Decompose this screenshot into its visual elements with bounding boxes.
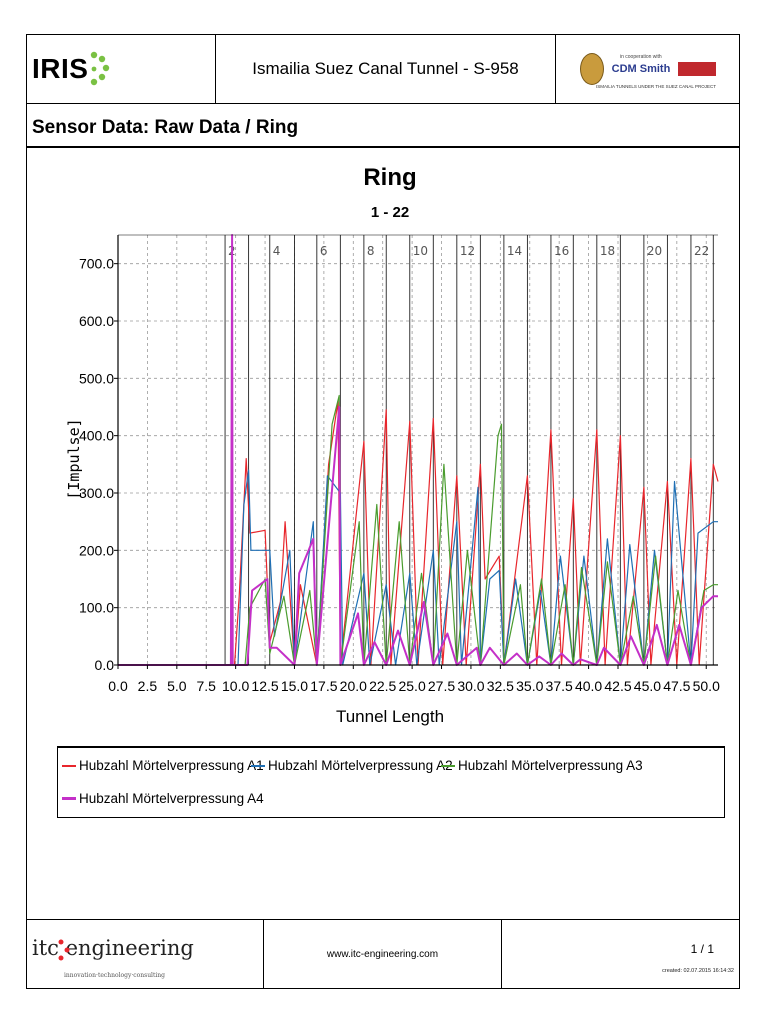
series-line-a4 — [118, 234, 718, 666]
legend-swatch-a3 — [441, 764, 455, 767]
iris-logo: IRIS — [26, 34, 216, 103]
x-tick-label: 42.5 — [604, 678, 631, 694]
itc-logo-text: itc engineering — [32, 936, 194, 961]
ring-label: 22 — [694, 244, 709, 258]
chart-axes: 0.0 100.0 200.0 300.0 400.0 500.0 600.0 700.0 0.… — [79, 234, 720, 694]
x-axis-label: Tunnel Length — [335, 707, 445, 726]
chart-subtitle: 1 - 22 — [370, 204, 410, 221]
legend-label-a3: Hubzahl Mörtelverpressung A3 — [458, 758, 643, 773]
x-tick-label: 20.0 — [340, 678, 367, 694]
project-caption: ISMAILIA TUNNELS UNDER THE SUEZ CANAL PR… — [596, 84, 716, 89]
x-tick-label: 50.0 — [693, 678, 720, 694]
x-tick-label: 37.5 — [546, 678, 573, 694]
x-tick-label: 27.5 — [428, 678, 455, 694]
ring-markers: 2 4 6 8 10 12 14 16 18 20 22 — [224, 235, 714, 665]
legend-swatch-a4 — [62, 797, 76, 800]
section-title: Sensor Data: Raw Data / Ring — [26, 104, 740, 148]
company-url[interactable]: www.itc-engineering.com — [264, 920, 502, 989]
x-tick-label: 17.5 — [310, 678, 337, 694]
legend-label-a4: Hubzahl Mörtelverpressung A4 — [79, 791, 264, 806]
y-tick-label: 600.0 — [79, 313, 114, 329]
partner-logos: CDM Smith in cooperation with ISMAILIA T… — [556, 34, 740, 103]
report-header: IRIS Ismailia Suez Canal Tunnel - S-958 … — [26, 34, 740, 104]
x-tick-label: 0.0 — [108, 678, 128, 694]
chart-title: Ring — [363, 164, 417, 191]
ring-label: 18 — [600, 244, 615, 258]
itc-logo: itc engineering innovation·technology·co… — [26, 920, 264, 989]
created-timestamp: created: 02.07.2015 16:14:32 — [662, 968, 734, 974]
legend-item-a1: Hubzahl Mörtelverpressung A1 — [62, 758, 264, 773]
series-line-a2 — [118, 469, 718, 666]
page-frame — [26, 34, 740, 989]
page-number: 1 / 1 — [690, 942, 714, 956]
partner-flag-logo — [678, 61, 717, 76]
ring-label: 4 — [273, 244, 281, 258]
legend-item-a4: Hubzahl Mörtelverpressung A4 — [62, 791, 264, 806]
series-line-a3 — [118, 394, 718, 666]
iris-dots-icon — [91, 51, 110, 85]
ring-label: 12 — [460, 244, 475, 258]
legend-swatch-a1 — [62, 764, 76, 767]
ring-label: 20 — [647, 244, 662, 258]
x-tick-label: 12.5 — [251, 678, 278, 694]
iris-logo-text: IRIS — [32, 52, 89, 84]
report-footer: itc engineering innovation·technology·co… — [26, 919, 740, 989]
cdm-smith-logo: CDM Smith — [611, 62, 671, 75]
itc-tagline: innovation·technology·consulting — [64, 972, 166, 979]
y-tick-label: 0.0 — [95, 657, 115, 673]
y-tick-label: 300.0 — [79, 485, 114, 501]
series-line-a1 — [118, 400, 719, 666]
ring-label: 16 — [554, 244, 569, 258]
x-tick-label: 47.5 — [663, 678, 690, 694]
ring-label: 14 — [507, 244, 522, 258]
x-tick-label: 25.0 — [398, 678, 425, 694]
chart-legend: Hubzahl Mörtelverpressung A1 Hubzahl Mör… — [57, 746, 725, 818]
y-tick-label: 500.0 — [79, 370, 114, 386]
x-tick-label: 35.0 — [516, 678, 543, 694]
x-tick-label: 5.0 — [167, 678, 187, 694]
x-tick-label: 45.0 — [634, 678, 661, 694]
y-tick-label: 200.0 — [79, 542, 114, 558]
y-tick-label: 100.0 — [79, 600, 114, 616]
x-tick-label: 30.0 — [457, 678, 484, 694]
x-tick-label: 2.5 — [138, 678, 158, 694]
x-tick-label: 10.0 — [222, 678, 249, 694]
legend-item-a3: Hubzahl Mörtelverpressung A3 — [441, 758, 643, 773]
page-info: 1 / 1 created: 02.07.2015 16:14:32 — [502, 920, 740, 989]
x-tick-label: 32.5 — [487, 678, 514, 694]
y-tick-label: 400.0 — [79, 428, 114, 444]
legend-swatch-a2 — [251, 764, 265, 767]
egypt-seal-icon — [579, 52, 604, 85]
cooperation-text: in cooperation with — [620, 54, 662, 60]
x-tick-label: 7.5 — [197, 678, 217, 694]
legend-label-a1: Hubzahl Mörtelverpressung A1 — [79, 758, 264, 773]
x-tick-label: 22.5 — [369, 678, 396, 694]
y-tick-label: 700.0 — [79, 256, 114, 272]
ring-label: 8 — [367, 244, 375, 258]
chart-series — [118, 234, 719, 666]
ring-label: 10 — [413, 244, 428, 258]
x-tick-label: 15.0 — [281, 678, 308, 694]
itc-dots-icon — [58, 939, 70, 961]
x-tick-label: 40.0 — [575, 678, 602, 694]
y-axis-label: [Impulse] — [65, 418, 83, 500]
report-title: Ismailia Suez Canal Tunnel - S-958 — [216, 34, 556, 103]
legend-label-a2: Hubzahl Mörtelverpressung A2 — [268, 758, 453, 773]
ring-label: 6 — [320, 244, 328, 258]
legend-item-a2: Hubzahl Mörtelverpressung A2 — [251, 758, 453, 773]
